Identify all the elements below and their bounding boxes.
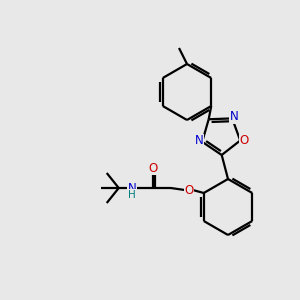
Text: N: N [128, 182, 136, 194]
Text: N: N [230, 110, 239, 123]
Text: H: H [128, 190, 136, 200]
Text: O: O [148, 161, 158, 175]
Text: O: O [184, 184, 194, 196]
Text: O: O [240, 134, 249, 147]
Text: N: N [195, 134, 204, 147]
